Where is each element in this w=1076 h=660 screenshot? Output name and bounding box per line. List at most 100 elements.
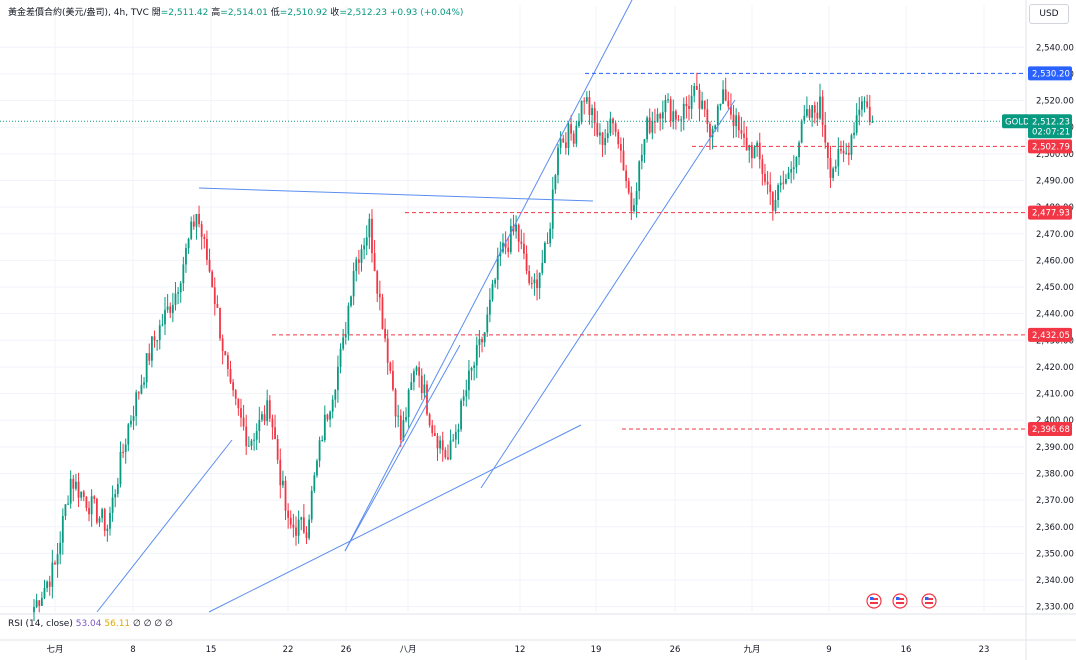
candle[interactable] <box>779 182 782 186</box>
candle[interactable] <box>334 390 337 400</box>
candle[interactable] <box>714 125 717 129</box>
candle[interactable] <box>766 181 769 185</box>
candle[interactable] <box>567 124 570 149</box>
candle[interactable] <box>198 213 200 225</box>
candle[interactable] <box>853 132 855 136</box>
trendline[interactable] <box>344 344 461 552</box>
candle[interactable] <box>821 96 824 125</box>
candle[interactable] <box>418 367 421 376</box>
candle[interactable] <box>177 292 179 294</box>
candle[interactable] <box>360 249 363 263</box>
candle[interactable] <box>627 181 630 193</box>
candle[interactable] <box>640 154 643 162</box>
candle[interactable] <box>213 287 216 305</box>
candle[interactable] <box>774 199 777 211</box>
candle[interactable] <box>761 159 764 174</box>
candle[interactable] <box>295 527 297 536</box>
candle[interactable] <box>169 306 172 313</box>
candle[interactable] <box>376 271 379 294</box>
candle[interactable] <box>562 138 565 143</box>
candle[interactable] <box>365 237 368 246</box>
candle[interactable] <box>98 518 101 523</box>
candle[interactable] <box>266 400 269 422</box>
candle[interactable] <box>871 121 874 123</box>
candle[interactable] <box>570 124 572 134</box>
candle[interactable] <box>509 225 512 252</box>
trendline[interactable] <box>208 424 582 613</box>
candle[interactable] <box>811 105 814 118</box>
candle[interactable] <box>137 392 140 394</box>
candle[interactable] <box>40 597 43 606</box>
candle[interactable] <box>135 392 138 417</box>
candle[interactable] <box>675 111 677 120</box>
candle[interactable] <box>473 365 476 369</box>
candle[interactable] <box>525 253 528 272</box>
candle[interactable] <box>33 606 35 613</box>
candle[interactable] <box>300 517 303 520</box>
candle[interactable] <box>858 109 861 116</box>
candle[interactable] <box>313 475 316 491</box>
candle[interactable] <box>580 100 583 122</box>
currency-button[interactable]: USD <box>1029 4 1069 24</box>
candle[interactable] <box>226 355 229 370</box>
candle[interactable] <box>682 103 685 120</box>
candle[interactable] <box>824 124 827 143</box>
candle[interactable] <box>397 415 400 417</box>
candle[interactable] <box>698 89 701 109</box>
candle[interactable] <box>661 112 664 119</box>
candle[interactable] <box>331 399 334 412</box>
candle[interactable] <box>410 382 413 390</box>
candle[interactable] <box>528 271 531 284</box>
candle[interactable] <box>441 440 444 451</box>
candle[interactable] <box>669 99 672 122</box>
candle[interactable] <box>711 128 714 138</box>
candle[interactable] <box>635 191 638 206</box>
candle[interactable] <box>276 439 279 460</box>
candle[interactable] <box>161 324 164 326</box>
candle[interactable] <box>305 532 308 539</box>
candle[interactable] <box>399 415 402 441</box>
candle[interactable] <box>523 243 525 254</box>
candle[interactable] <box>695 85 698 90</box>
candle[interactable] <box>819 96 821 119</box>
candle[interactable] <box>504 242 507 248</box>
candle[interactable] <box>90 496 93 515</box>
candle[interactable] <box>557 147 559 176</box>
candle[interactable] <box>530 283 533 285</box>
candle[interactable] <box>145 353 148 383</box>
candle[interactable] <box>407 389 410 418</box>
candle[interactable] <box>80 491 83 498</box>
candle[interactable] <box>706 109 709 124</box>
candle[interactable] <box>158 325 161 341</box>
trendline[interactable] <box>344 0 633 552</box>
candle[interactable] <box>292 524 295 528</box>
candle[interactable] <box>342 337 345 349</box>
candle[interactable] <box>599 132 601 136</box>
candle[interactable] <box>785 178 787 184</box>
candle[interactable] <box>203 237 206 239</box>
candle[interactable] <box>847 152 850 155</box>
candle[interactable] <box>727 100 730 107</box>
candle[interactable] <box>803 115 806 121</box>
candle[interactable] <box>677 119 680 121</box>
candle[interactable] <box>38 600 41 606</box>
candle[interactable] <box>483 332 486 343</box>
candle[interactable] <box>219 307 221 339</box>
candle[interactable] <box>164 309 166 325</box>
candle[interactable] <box>182 264 185 284</box>
candle[interactable] <box>756 142 759 147</box>
candle[interactable] <box>585 97 588 102</box>
candle[interactable] <box>253 439 255 441</box>
candle[interactable] <box>693 85 696 96</box>
candle[interactable] <box>546 242 549 244</box>
candle[interactable] <box>625 170 628 182</box>
candle[interactable] <box>381 297 384 329</box>
candle[interactable] <box>690 95 693 109</box>
candle[interactable] <box>174 293 177 305</box>
candle[interactable] <box>140 384 143 394</box>
candle[interactable] <box>709 123 711 138</box>
candle[interactable] <box>271 418 274 428</box>
candle[interactable] <box>127 424 130 445</box>
candle[interactable] <box>402 420 405 441</box>
candle[interactable] <box>329 411 331 420</box>
